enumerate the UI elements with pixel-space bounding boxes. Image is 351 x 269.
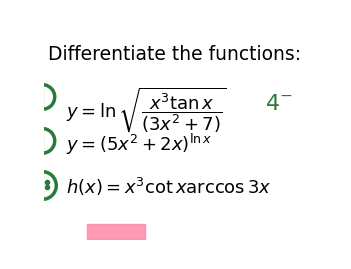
Text: $y = (5x^2 + 2x)^{\ln x}$: $y = (5x^2 + 2x)^{\ln x}$: [66, 132, 212, 157]
Text: $y = \ln \sqrt{\dfrac{x^3 \tan x}{(3x^2+7)}}$: $y = \ln \sqrt{\dfrac{x^3 \tan x}{(3x^2+…: [66, 86, 226, 135]
Text: Differentiate the functions:: Differentiate the functions:: [48, 45, 301, 64]
Text: $4^{\!-\!}$: $4^{\!-\!}$: [265, 93, 293, 115]
Text: $h(x) = x^3 \cot x \arccos 3x$: $h(x) = x^3 \cot x \arccos 3x$: [66, 176, 271, 198]
